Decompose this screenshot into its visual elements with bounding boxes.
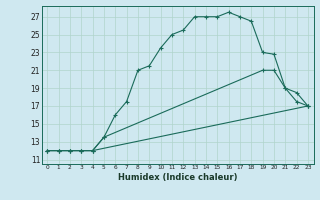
- X-axis label: Humidex (Indice chaleur): Humidex (Indice chaleur): [118, 173, 237, 182]
